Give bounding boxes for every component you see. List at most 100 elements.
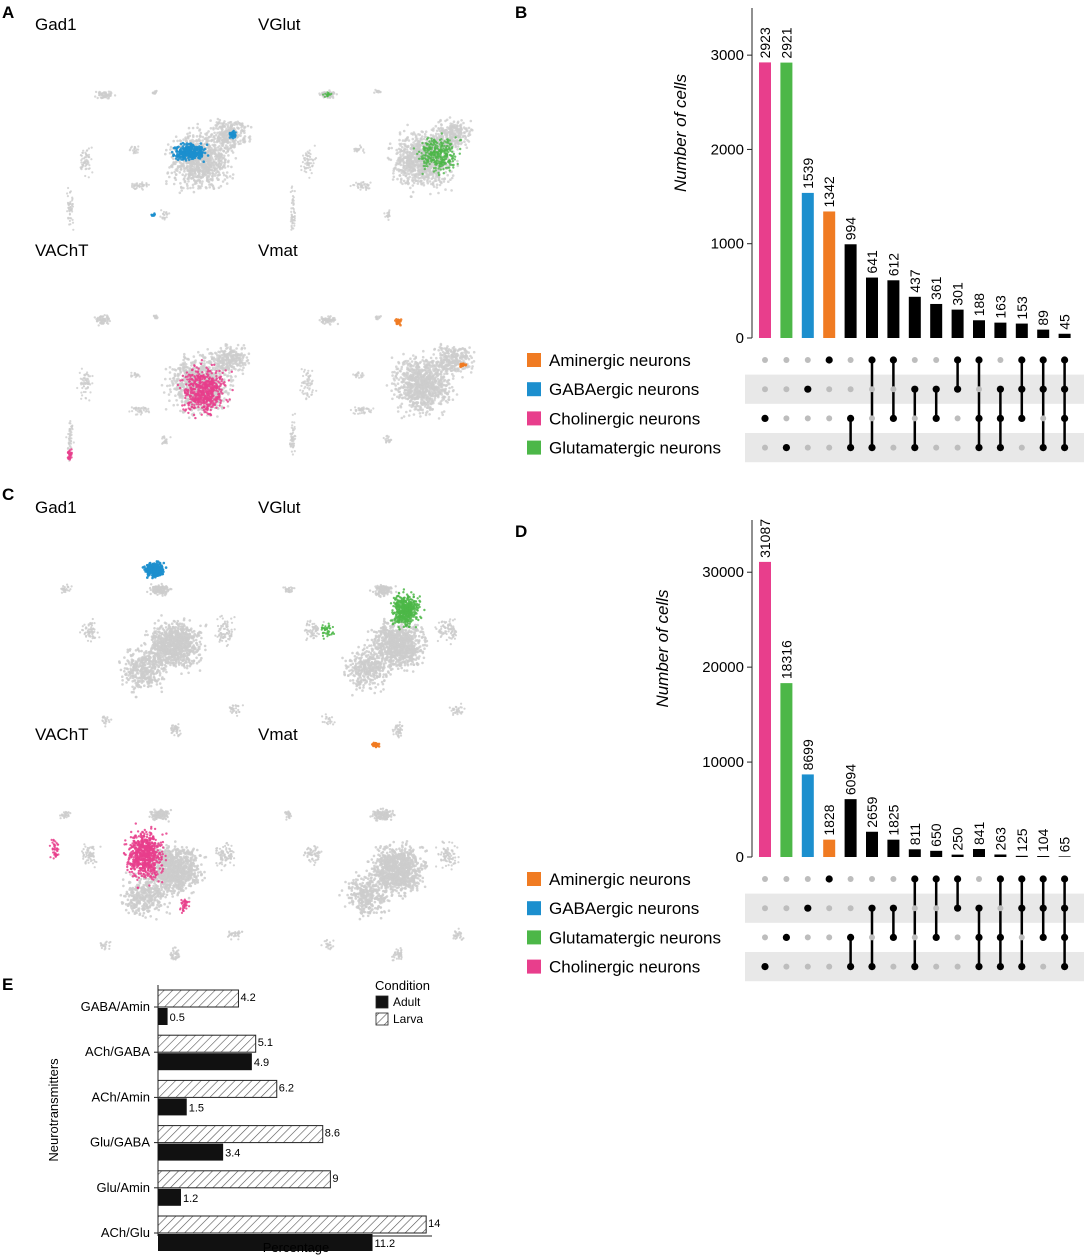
matrix-dot-active bbox=[975, 963, 983, 971]
umap-cluster-main bbox=[364, 840, 429, 900]
umap-expression-gabaergic-3 bbox=[150, 212, 156, 217]
panel-letter-a: A bbox=[2, 3, 14, 22]
bar-value-label: 361 bbox=[928, 276, 944, 300]
umap-expression-cholinergic-3 bbox=[179, 898, 191, 915]
umap-plot-a-vacht bbox=[65, 314, 251, 462]
umap-expression-gabaergic-2 bbox=[228, 129, 237, 140]
intersection-bar bbox=[823, 211, 836, 338]
set-color-swatch bbox=[527, 872, 541, 886]
set-color-swatch bbox=[527, 353, 541, 367]
matrix-dot-inactive bbox=[911, 357, 918, 363]
intersection-bar bbox=[1015, 323, 1028, 338]
matrix-dot-active bbox=[911, 385, 919, 393]
bar-value-label: 18316 bbox=[778, 640, 794, 679]
matrix-dot-active bbox=[954, 356, 962, 364]
y-tick-label: 3000 bbox=[711, 47, 744, 64]
panel-c-gene-gad1: Gad1 bbox=[35, 498, 77, 517]
intersection-bar bbox=[973, 849, 985, 857]
legend-swatch-adult bbox=[375, 995, 389, 1009]
umap-cluster-lower bbox=[341, 645, 393, 697]
matrix-dot-inactive bbox=[762, 386, 768, 393]
bar-value-larva: 4.2 bbox=[240, 992, 255, 1004]
bar-value-label: 1825 bbox=[885, 804, 901, 835]
umap-cluster-bottom-left bbox=[99, 940, 112, 951]
matrix-dot-inactive bbox=[911, 934, 918, 941]
bar-value-label: 1342 bbox=[821, 176, 837, 207]
umap-cluster-top-left bbox=[318, 315, 340, 326]
umap-cluster-bottom-right bbox=[228, 704, 244, 717]
intersection-bar bbox=[1058, 333, 1071, 338]
umap-plot-a-vglut bbox=[289, 88, 474, 231]
panel-a-gene-vacht: VAChT bbox=[35, 241, 89, 260]
matrix-dot-active bbox=[1018, 963, 1026, 971]
bar-value-adult: 3.4 bbox=[225, 1148, 240, 1160]
matrix-dot-inactive bbox=[997, 905, 1004, 912]
matrix-dot-active bbox=[1018, 414, 1026, 422]
matrix-dot-active bbox=[889, 904, 898, 912]
set-label: Aminergic neurons bbox=[549, 351, 691, 370]
matrix-dot-inactive bbox=[911, 415, 918, 422]
x-axis-title: Percentage bbox=[263, 1240, 330, 1255]
upset-chart-d: 0 10000 20000 30000 Number of cells 31087 1831… bbox=[527, 519, 1084, 982]
umap-cluster-tail bbox=[289, 185, 297, 231]
panel-letter-b: B bbox=[515, 3, 527, 22]
matrix-dot-active bbox=[996, 385, 1005, 393]
matrix-dot-inactive bbox=[847, 386, 854, 393]
matrix-dot-active bbox=[954, 385, 962, 393]
matrix-dot-active bbox=[954, 875, 962, 883]
umap-cluster-left bbox=[76, 367, 94, 402]
umap-cluster-bottom-left bbox=[320, 938, 335, 951]
matrix-dot-active bbox=[975, 356, 983, 364]
matrix-dot-active bbox=[889, 356, 898, 364]
intersection-bar bbox=[844, 799, 857, 857]
matrix-dot-active bbox=[1039, 904, 1047, 912]
umap-cluster-bottom bbox=[383, 209, 391, 221]
umap-cluster-right bbox=[434, 618, 458, 646]
matrix-dot-inactive bbox=[1040, 415, 1047, 422]
umap-cluster-inner bbox=[353, 144, 366, 154]
umap-cluster-bottom bbox=[170, 723, 182, 738]
matrix-dot-active bbox=[804, 904, 812, 912]
matrix-dot-active bbox=[847, 414, 855, 422]
bar-chart-e: 4.2 0.5 GABA/Amin 5.1 4.9 ACh/GABA 6.2 1.5 ACh/A… bbox=[46, 978, 440, 1255]
bar-value-label: 841 bbox=[971, 821, 987, 845]
matrix-dot-active bbox=[975, 444, 983, 452]
umap-cluster-small bbox=[151, 89, 158, 95]
set-label: GABAergic neurons bbox=[549, 899, 699, 918]
matrix-dot-active bbox=[1018, 875, 1026, 883]
intersection-bar bbox=[1037, 856, 1050, 857]
panel-a-gene-vglut: VGlut bbox=[258, 15, 301, 34]
umap-cluster-bottom bbox=[391, 721, 404, 739]
umap-expression-glutamatergic bbox=[412, 132, 463, 177]
matrix-dot-inactive bbox=[933, 444, 940, 451]
category-label: ACh/GABA bbox=[85, 1044, 150, 1059]
y-tick-label: 30000 bbox=[702, 564, 744, 581]
category-label: ACh/Glu bbox=[101, 1225, 150, 1240]
umap-cluster-left bbox=[302, 845, 323, 867]
matrix-dot-inactive bbox=[933, 357, 940, 363]
bar-value-larva: 9 bbox=[332, 1173, 338, 1185]
matrix-dot-active bbox=[1039, 356, 1047, 364]
matrix-dot-active bbox=[1039, 444, 1047, 452]
bar-adult bbox=[158, 1008, 168, 1025]
umap-cluster-tail bbox=[65, 420, 75, 462]
y-tick-label: 1000 bbox=[711, 236, 744, 253]
matrix-dot-inactive bbox=[826, 963, 833, 970]
panel-letter-c: C bbox=[2, 485, 14, 504]
umap-cluster-left bbox=[303, 619, 325, 642]
umap-expression-aminergic-2 bbox=[459, 362, 468, 369]
umap-cluster-mid bbox=[349, 406, 375, 415]
umap-cluster-left bbox=[81, 843, 102, 869]
matrix-dot-inactive bbox=[762, 876, 768, 882]
panel-a-gene-gad1: Gad1 bbox=[35, 15, 77, 34]
bar-value-label: 2659 bbox=[864, 796, 880, 827]
bar-value-adult: 0.5 bbox=[170, 1012, 185, 1024]
category-label: ACh/Amin bbox=[91, 1089, 150, 1104]
category-label: GABA/Amin bbox=[81, 999, 150, 1014]
matrix-dot-active bbox=[889, 933, 898, 942]
y-tick-label: 0 bbox=[736, 849, 744, 866]
matrix-dot-inactive bbox=[804, 963, 811, 970]
bar-value-larva: 14 bbox=[428, 1218, 440, 1230]
intersection-bar bbox=[866, 831, 878, 857]
